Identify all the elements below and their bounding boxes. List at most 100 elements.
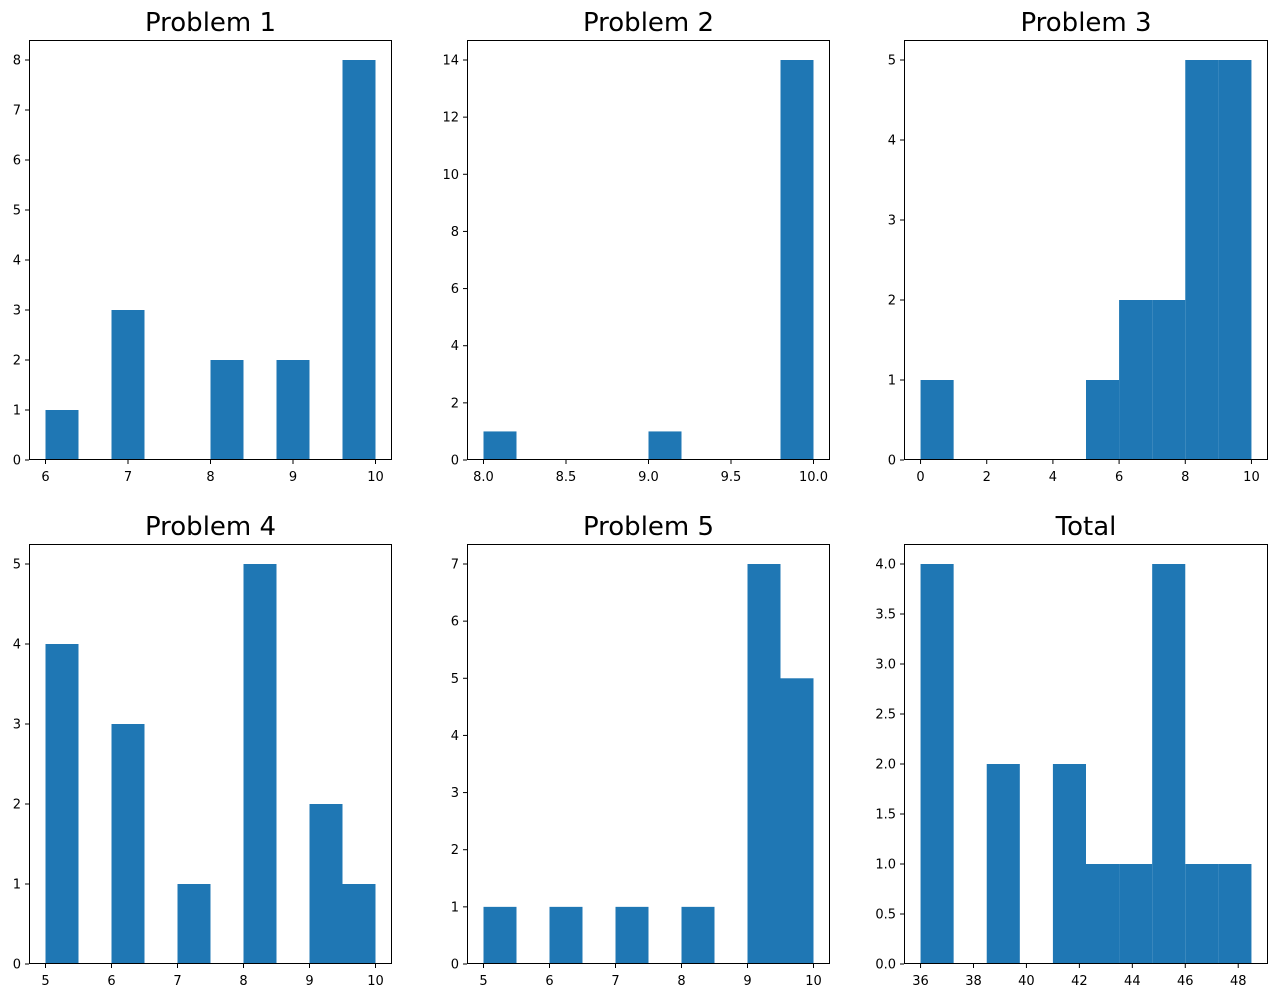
subplot-title: Problem 2 [583, 8, 714, 38]
y-tick-label: 2 [13, 798, 21, 813]
x-tick-label: 10 [1243, 470, 1260, 485]
histogram-bar [681, 906, 715, 964]
x-tick-label: 10 [367, 470, 384, 485]
x-tick-label: 38 [965, 974, 982, 989]
y-tick-label: 2 [888, 294, 896, 309]
x-tick-label: 0 [916, 470, 924, 485]
y-tick-label: 4 [13, 638, 21, 653]
axes-frame [29, 40, 392, 460]
y-tick-label: 5 [888, 54, 896, 69]
y-tick-label: 5 [13, 204, 21, 219]
x-tick-label: 48 [1230, 974, 1247, 989]
x-tick-label: 8 [206, 470, 214, 485]
y-tick-label: 6 [13, 154, 21, 169]
axes-frame [29, 544, 392, 964]
x-tick-label: 9 [305, 974, 313, 989]
y-tick-label: 4 [451, 339, 459, 354]
y-tick-label: 2 [451, 843, 459, 858]
subplot-5: 5 6 7 8 9 10 0 1 2 3 4 5 6 7 Problem 5 [451, 512, 830, 989]
y-tick-label: 2 [13, 354, 21, 369]
subplot-title: Problem 5 [583, 512, 714, 542]
histogram-bar [648, 431, 682, 460]
y-tick-label: 6 [451, 282, 459, 297]
x-tick-label: 46 [1177, 974, 1194, 989]
y-tick-label: 4 [888, 134, 896, 149]
x-tick-label: 7 [173, 974, 181, 989]
histogram-bar [483, 431, 517, 460]
y-tick-label: 3.0 [875, 658, 896, 673]
y-tick-label: 8 [451, 225, 459, 240]
y-tick-label: 5 [13, 558, 21, 573]
x-tick-label: 10 [805, 974, 822, 989]
x-tick-label: 5 [41, 974, 49, 989]
y-tick-label: 2.5 [875, 708, 896, 723]
x-tick-label: 8 [239, 974, 247, 989]
x-tick-label: 7 [611, 974, 619, 989]
subplot-title: Problem 3 [1020, 8, 1151, 38]
histogram-bar [1218, 864, 1252, 964]
y-tick-label: 0.0 [875, 958, 896, 973]
y-tick-label: 10 [442, 168, 459, 183]
histogram-bar [1185, 864, 1219, 964]
x-tick-label: 6 [107, 974, 115, 989]
y-tick-label: 5 [451, 672, 459, 687]
y-tick-label: 7 [13, 104, 21, 119]
y-tick-label: 4.0 [875, 558, 896, 573]
x-tick-label: 36 [912, 974, 929, 989]
histogram-bar [1052, 764, 1086, 964]
histogram-bar [780, 60, 814, 460]
y-tick-label: 1 [13, 404, 21, 419]
histogram-bar [45, 644, 79, 964]
histogram-bar [309, 804, 343, 964]
axes-frame [904, 40, 1268, 460]
histogram-bar [1086, 380, 1120, 460]
x-tick-label: 2 [983, 470, 991, 485]
histogram-bar [1152, 564, 1186, 964]
x-tick-label: 10.0 [799, 470, 828, 485]
histogram-bar [549, 906, 583, 964]
x-tick-label: 8 [1181, 470, 1189, 485]
subplot-title: Problem 4 [145, 512, 276, 542]
x-tick-label: 10 [367, 974, 384, 989]
x-tick-label: 42 [1071, 974, 1088, 989]
y-tick-label: 1 [888, 374, 896, 389]
y-tick-label: 0 [13, 958, 21, 973]
subplot-1: 6 7 8 9 10 0 1 2 3 4 5 6 7 8 Problem 1 [13, 8, 392, 485]
x-tick-label: 5 [479, 974, 487, 989]
subplot-3: 0 2 4 6 8 10 0 1 2 3 4 5 Problem 3 [888, 8, 1268, 485]
y-tick-label: 1.5 [875, 808, 896, 823]
histogram-bar [920, 564, 954, 964]
y-tick-label: 1.0 [875, 858, 896, 873]
y-tick-label: 2 [451, 396, 459, 411]
histogram-bar [1152, 300, 1186, 460]
histogram-bar [276, 360, 310, 460]
y-tick-label: 2.0 [875, 758, 896, 773]
x-tick-label: 7 [124, 470, 132, 485]
histogram-bar [483, 906, 517, 964]
histogram-bar [177, 884, 211, 964]
histogram-bar [920, 380, 954, 460]
histogram-bar [111, 310, 145, 460]
x-tick-label: 44 [1124, 974, 1141, 989]
x-tick-label: 4 [1049, 470, 1057, 485]
histogram-bar [243, 564, 277, 964]
y-tick-label: 3 [888, 214, 896, 229]
axes-frame [467, 544, 830, 964]
y-tick-label: 14 [442, 54, 459, 69]
x-tick-label: 6 [545, 974, 553, 989]
histogram-bar [1218, 60, 1252, 460]
histogram-bar [615, 906, 649, 964]
y-tick-label: 3 [13, 718, 21, 733]
x-tick-label: 6 [41, 470, 49, 485]
x-tick-label: 9 [289, 470, 297, 485]
y-tick-label: 4 [13, 254, 21, 269]
y-tick-label: 7 [451, 558, 459, 573]
x-tick-label: 6 [1115, 470, 1123, 485]
y-tick-label: 0 [13, 454, 21, 469]
histogram-bar [111, 724, 145, 964]
x-tick-label: 9 [743, 974, 751, 989]
y-tick-label: 3.5 [875, 608, 896, 623]
subplot-4: 5 6 7 8 9 10 0 1 2 3 4 5 Problem 4 [13, 512, 392, 989]
y-tick-label: 12 [442, 111, 459, 126]
